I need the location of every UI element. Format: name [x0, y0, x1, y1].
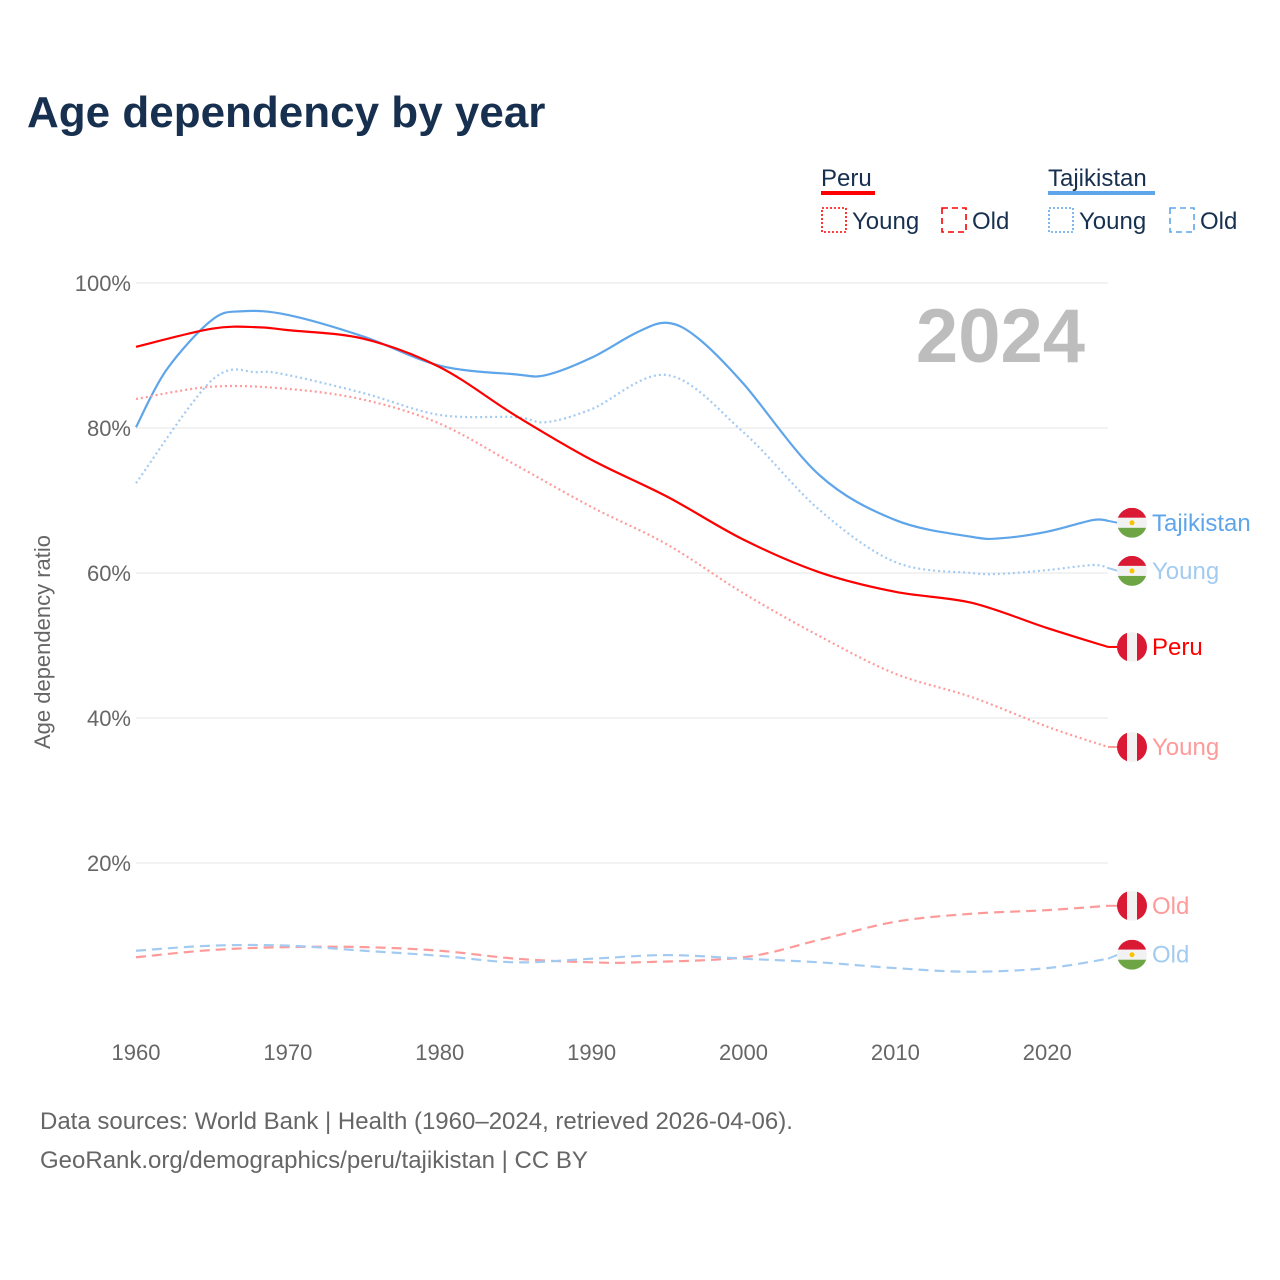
x-tick-label: 2020 — [1023, 1040, 1072, 1065]
legend-group-bar — [1048, 191, 1155, 195]
series-line-peru-young — [135, 384, 1109, 749]
peru-flag-icon — [1117, 890, 1147, 921]
end-label-peru-old: Old — [1152, 893, 1189, 920]
x-tick-label: 1980 — [415, 1040, 464, 1065]
footer-link[interactable]: GeoRank.org/demographics/peru/tajikistan… — [40, 1147, 588, 1174]
legend-swatch-old — [1169, 207, 1195, 233]
x-tick-label: 2010 — [871, 1040, 920, 1065]
end-connector — [1107, 953, 1119, 960]
legend-item-old: Old — [1200, 208, 1237, 235]
end-label-tajikistan-young: Young — [1152, 558, 1219, 585]
legend-item-young: Young — [1079, 208, 1146, 235]
legend-swatch-young — [1048, 207, 1074, 233]
series-line-tajikistan-old — [135, 943, 1109, 973]
legend-item-young: Young — [852, 208, 919, 235]
chart-title: Age dependency by year — [27, 88, 546, 137]
x-tick-label: 1970 — [263, 1040, 312, 1065]
legend-group-tajikistan: Tajikistan — [1048, 165, 1147, 192]
end-label-peru: Peru — [1152, 634, 1203, 661]
x-tick-label: 1990 — [567, 1040, 616, 1065]
y-tick-label: 60% — [87, 561, 131, 586]
series-line-peru-old — [135, 904, 1109, 964]
y-axis-label: Age dependency ratio — [30, 535, 55, 749]
y-tick-label: 100% — [75, 271, 131, 296]
footer-sources: Data sources: World Bank | Health (1960–… — [40, 1108, 793, 1135]
y-tick-label: 40% — [87, 706, 131, 731]
legend-item-old: Old — [972, 208, 1009, 235]
x-tick-label: 1960 — [112, 1040, 161, 1065]
y-tick-label: 80% — [87, 416, 131, 441]
peru-flag-icon — [1117, 732, 1147, 762]
end-label-tajikistan-old: Old — [1152, 942, 1189, 969]
series-line-tajikistan — [135, 309, 1109, 541]
series-line-peru — [135, 325, 1109, 649]
end-label-peru-young: Young — [1152, 734, 1219, 761]
tajikistan-flag-icon — [1117, 939, 1147, 970]
end-connector — [1107, 519, 1119, 524]
x-tick-label: 2000 — [719, 1040, 768, 1065]
end-connector — [1107, 566, 1119, 572]
tajikistan-flag-icon — [1117, 555, 1147, 586]
series-line-tajikistan-young — [135, 368, 1109, 576]
legend-group-peru: Peru — [821, 165, 872, 192]
legend-swatch-old — [941, 207, 967, 233]
end-label-tajikistan: Tajikistan — [1152, 510, 1251, 537]
year-watermark: 2024 — [916, 294, 1085, 379]
legend-swatch-young — [821, 207, 847, 233]
tajikistan-flag-icon — [1117, 507, 1147, 538]
peru-flag-icon — [1117, 631, 1147, 662]
legend-group-bar — [821, 191, 875, 195]
y-tick-label: 20% — [87, 851, 131, 876]
